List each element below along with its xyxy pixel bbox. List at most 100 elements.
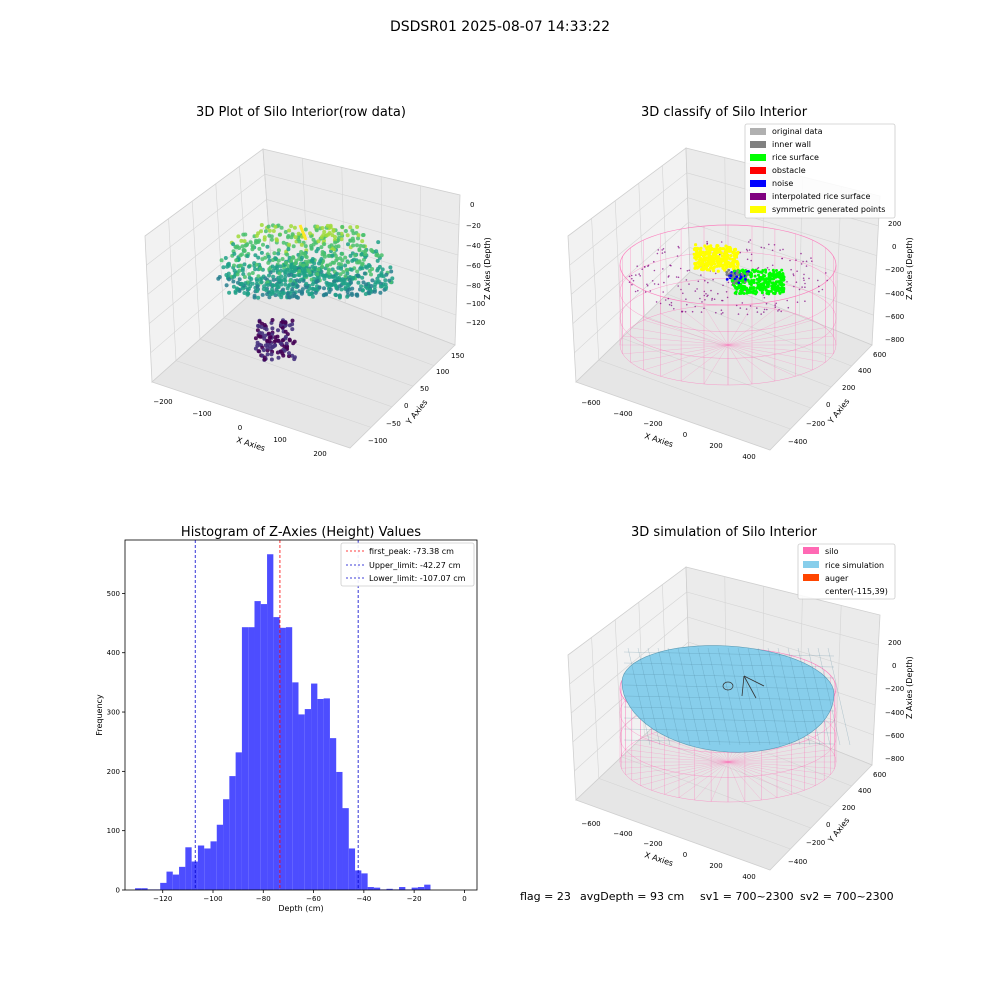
data-point [284, 260, 289, 265]
data-point [357, 247, 362, 252]
interpolated-point [750, 253, 753, 256]
interpolated-point [796, 301, 799, 304]
silo-spoke [727, 344, 826, 363]
interpolated-point [651, 280, 654, 282]
interpolated-point [631, 283, 633, 286]
interpolated-point [720, 241, 723, 243]
data-point [357, 259, 362, 264]
mesh-line [757, 647, 781, 746]
data-point [240, 244, 245, 249]
data-point [291, 255, 296, 260]
rice-surface-point [753, 269, 757, 273]
rice-surface-point [773, 285, 777, 289]
interpolated-point [713, 298, 716, 301]
data-point [270, 318, 275, 322]
data-point [299, 242, 304, 247]
data-point [273, 338, 278, 343]
data-point [310, 282, 315, 287]
data-point [237, 263, 242, 268]
data-point [298, 277, 303, 282]
y-tick-label: 0 [404, 402, 408, 410]
data-point [237, 277, 242, 282]
data-point [246, 286, 251, 291]
interpolated-point [762, 294, 765, 296]
data-point [347, 278, 352, 282]
symmetric-point [735, 265, 740, 269]
symmetric-point [699, 252, 703, 257]
symmetric-point [708, 248, 712, 252]
data-point [360, 239, 365, 244]
y-tick-label: 150 [451, 352, 464, 360]
histogram-bar [254, 601, 261, 890]
rice-surface-point [778, 270, 782, 274]
rice-surface-point [769, 277, 773, 281]
y-tick-label: 0 [116, 887, 120, 895]
legend-label: first_peak: -73.38 cm [369, 547, 454, 556]
histogram-bar [367, 887, 374, 890]
rice-surface-point [764, 268, 768, 272]
interpolated-point [664, 299, 667, 301]
rice-surface-point [763, 274, 767, 278]
data-point [259, 325, 264, 329]
data-point [322, 229, 327, 234]
data-point [330, 274, 335, 279]
data-point [341, 270, 346, 274]
data-point [345, 290, 350, 294]
interpolated-point [696, 288, 698, 290]
legend-label: center(-115,39) [825, 587, 888, 596]
data-point [290, 287, 295, 292]
interpolated-point [704, 279, 706, 282]
data-point [359, 284, 364, 289]
data-point [267, 273, 271, 278]
data-point [315, 279, 320, 283]
silo-spoke [622, 344, 729, 355]
data-point [349, 267, 354, 272]
data-point [325, 223, 330, 228]
rice-surface-point [774, 273, 778, 277]
grid-line [569, 591, 687, 685]
mesh-line [627, 647, 651, 746]
legend-label: rice simulation [825, 561, 884, 570]
data-point [271, 277, 276, 282]
rice-surface-point [748, 286, 752, 290]
histogram-bar [223, 799, 230, 890]
status-footer: flag = 23 avgDepth = 93 cm sv1 = 700~230… [520, 890, 894, 903]
data-point [299, 250, 304, 254]
z-axis-label: Z Axies (Depth) [905, 656, 914, 719]
silo-spoke [630, 327, 729, 346]
data-point [271, 229, 276, 233]
noise-point [740, 272, 744, 276]
data-point [283, 329, 288, 334]
data-point [291, 282, 296, 287]
interpolated-point [817, 279, 819, 282]
data-point [264, 327, 269, 332]
data-point [279, 225, 284, 230]
rice-surface-point [774, 289, 778, 293]
interpolated-point [636, 265, 638, 268]
symmetric-point [699, 246, 703, 250]
interpolated-point [826, 279, 828, 282]
symmetric-point [718, 257, 722, 261]
rice-surface-point [764, 270, 768, 274]
interpolated-point [655, 301, 658, 303]
data-point [296, 231, 301, 236]
data-point [286, 264, 291, 268]
x-tick-labels: −600 −400 −200 0 200 400 [581, 820, 755, 881]
interpolated-point [714, 272, 717, 275]
data-point [320, 250, 325, 254]
data-point [247, 272, 252, 277]
data-point [285, 252, 290, 257]
symmetric-point [718, 247, 723, 251]
data-point [333, 240, 338, 245]
data-point [292, 293, 297, 298]
interpolated-point [644, 291, 647, 293]
symmetric-point [701, 262, 705, 266]
data-point [348, 225, 353, 230]
data-point [280, 338, 285, 343]
data-point [236, 234, 241, 239]
interpolated-point [735, 304, 738, 307]
symmetric-point [732, 264, 736, 268]
data-point [377, 264, 382, 269]
symmetric-point [711, 253, 715, 257]
mesh-line [623, 728, 835, 734]
